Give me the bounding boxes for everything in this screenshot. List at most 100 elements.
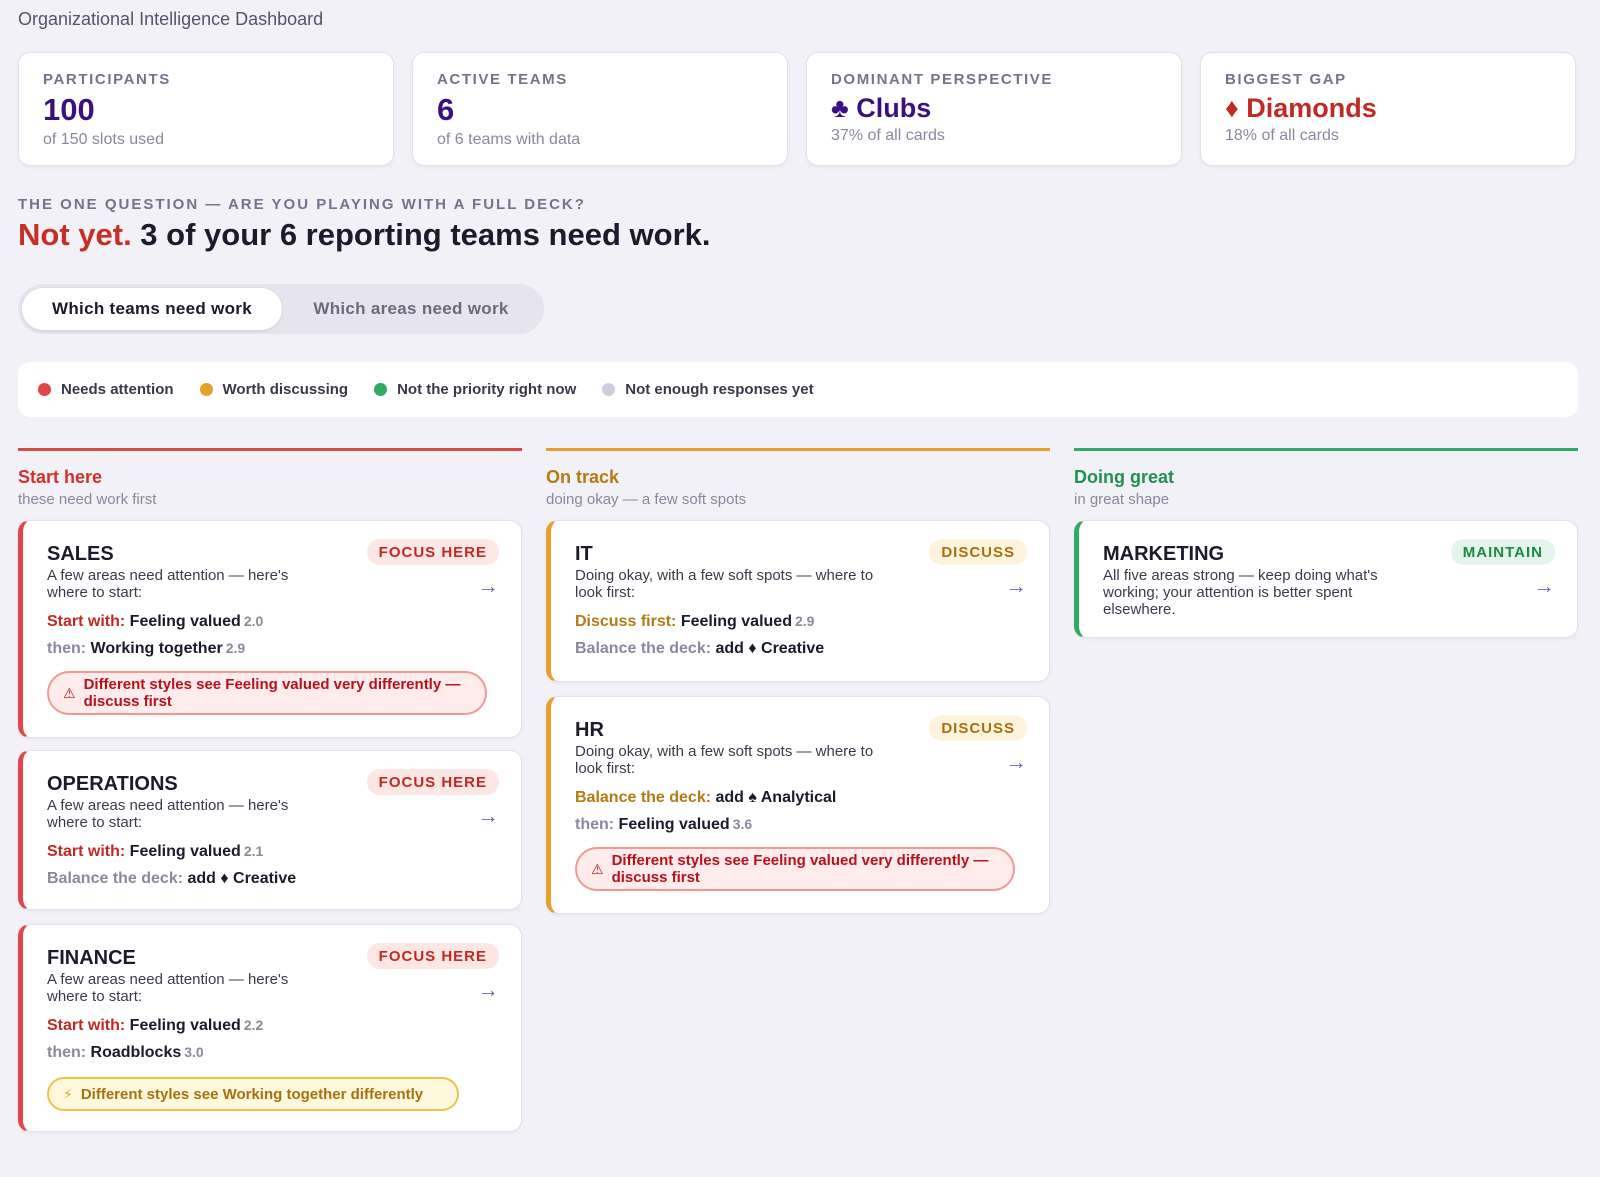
arrow-right-icon[interactable]: → xyxy=(1533,573,1555,598)
line-score: 3.0 xyxy=(184,1044,204,1060)
page-subtitle: Organizational Intelligence Dashboard xyxy=(18,9,324,29)
team-card-marketing[interactable]: MARKETING MAINTAIN → All five areas stro… xyxy=(1074,520,1578,638)
team-card-hr[interactable]: HR DISCUSS → Doing okay, with a few soft… xyxy=(546,696,1050,914)
team-card-it[interactable]: IT DISCUSS → Doing okay, with a few soft… xyxy=(546,520,1050,682)
line-score: 2.2 xyxy=(243,1017,264,1033)
stat-value: 6 xyxy=(437,92,455,127)
arrow-right-icon[interactable]: → xyxy=(1005,749,1027,774)
question-label: THE ONE QUESTION — ARE YOU PLAYING WITH … xyxy=(18,196,586,213)
lightning-icon: ⚡ xyxy=(63,1085,73,1102)
line-score: 2.0 xyxy=(243,613,264,629)
stat-label: PARTICIPANTS xyxy=(43,71,171,88)
line-key: Balance the deck: xyxy=(575,640,712,657)
team-card-operations[interactable]: OPERATIONS FOCUS HERE → A few areas need… xyxy=(18,750,522,910)
stat-value: 100 xyxy=(43,92,95,127)
line-key: Discuss first: xyxy=(575,613,677,630)
line-value: Feeling valued xyxy=(125,613,241,630)
legend-item: Not the priority right now xyxy=(374,381,576,398)
line-key: Start with: xyxy=(47,1017,126,1034)
line-key: Start with: xyxy=(47,613,126,630)
divergence-warning: ⚠ Different styles see Feeling valued ver… xyxy=(575,847,1015,891)
column-divider xyxy=(546,448,1050,451)
line-key: then: xyxy=(47,640,87,657)
focus-line-secondary: then: Roadblocks 3.0 xyxy=(47,1044,204,1062)
stats-row: PARTICIPANTS 100 of 150 slots used ACTIV… xyxy=(18,52,1578,166)
column-subtitle: these need work first xyxy=(18,491,157,508)
line-key: then: xyxy=(47,1044,87,1061)
dot-green-icon xyxy=(374,383,388,396)
stat-sub: 18% of all cards xyxy=(1225,127,1339,144)
column-doing-great: Doing great in great shape MARKETING MAI… xyxy=(1074,448,1578,638)
answer-no: Not yet. xyxy=(18,217,132,252)
focus-line-primary: Start with: Feeling valued 2.2 xyxy=(47,1017,263,1035)
column-title: On track xyxy=(546,467,620,487)
team-card-sales[interactable]: SALES FOCUS HERE → A few areas need atte… xyxy=(18,520,522,738)
divergence-warning: ⚠ Different styles see Feeling valued ver… xyxy=(47,671,487,715)
line-key: Balance the deck: xyxy=(47,870,184,887)
team-name: SALES xyxy=(47,543,114,565)
status-badge: MAINTAIN xyxy=(1450,539,1555,565)
stat-sub: of 6 teams with data xyxy=(437,131,581,148)
team-name: IT xyxy=(575,543,593,565)
warning-text: Different styles see Feeling valued very… xyxy=(611,852,989,886)
stat-label: DOMINANT PERSPECTIVE xyxy=(831,71,1054,88)
column-subtitle: doing okay — a few soft spots xyxy=(546,491,747,508)
line-value: add ♦ Creative xyxy=(711,640,825,657)
line-value: add ♦ Creative xyxy=(183,870,297,887)
line-key: Balance the deck: xyxy=(575,789,712,806)
line-value: Feeling valued xyxy=(614,816,730,833)
question-headline: Not yet. 3 of your 6 reporting teams nee… xyxy=(18,217,711,253)
arrow-right-icon[interactable]: → xyxy=(477,803,499,828)
focus-line-secondary: then: Working together 2.9 xyxy=(47,640,245,658)
focus-line-primary: Start with: Feeling valued 2.1 xyxy=(47,843,263,861)
stat-label: BIGGEST GAP xyxy=(1225,71,1347,88)
team-description: Doing okay, with a few soft spots — wher… xyxy=(575,567,874,601)
team-name: HR xyxy=(575,719,604,741)
status-badge: FOCUS HERE xyxy=(366,769,499,795)
focus-line-secondary: then: Feeling valued 3.6 xyxy=(575,816,752,834)
status-badge: FOCUS HERE xyxy=(366,539,499,565)
warning-text: Different styles see Feeling valued very… xyxy=(83,676,461,710)
warning-icon: ⚠ xyxy=(591,860,604,877)
line-score: 3.6 xyxy=(732,816,753,832)
team-card-finance[interactable]: FINANCE FOCUS HERE → A few areas need at… xyxy=(18,924,522,1132)
stat-card-biggest-gap: BIGGEST GAP ♦ Diamonds 18% of all cards xyxy=(1200,52,1576,166)
column-subtitle: in great shape xyxy=(1074,491,1170,508)
line-value: Roadblocks xyxy=(86,1044,182,1061)
line-key: then: xyxy=(575,816,615,833)
legend-label: Worth discussing xyxy=(222,381,349,398)
column-divider xyxy=(18,448,522,451)
column-on-track: On track doing okay — a few soft spots I… xyxy=(546,448,1050,914)
line-value: Feeling valued xyxy=(676,613,792,630)
column-title: Start here xyxy=(18,467,103,487)
arrow-right-icon[interactable]: → xyxy=(477,573,499,598)
line-score: 2.9 xyxy=(794,613,815,629)
line-value: Feeling valued xyxy=(125,1017,241,1034)
legend-label: Not enough responses yet xyxy=(625,381,814,398)
arrow-right-icon[interactable]: → xyxy=(477,977,499,1002)
line-score: 2.1 xyxy=(243,843,264,859)
stat-card-participants: PARTICIPANTS 100 of 150 slots used xyxy=(18,52,394,166)
team-name: OPERATIONS xyxy=(47,773,178,795)
status-badge: DISCUSS xyxy=(929,539,1027,565)
status-badge: FOCUS HERE xyxy=(366,943,499,969)
tab-areas[interactable]: Which areas need work xyxy=(282,288,540,330)
note-text: Different styles see Working together di… xyxy=(80,1085,424,1103)
stat-card-active-teams: ACTIVE TEAMS 6 of 6 teams with data xyxy=(412,52,788,166)
column-divider xyxy=(1074,448,1578,451)
arrow-right-icon[interactable]: → xyxy=(1005,573,1027,598)
stat-sub: of 150 slots used xyxy=(43,131,164,148)
dot-gray-icon xyxy=(602,383,616,396)
dot-red-icon xyxy=(38,383,51,396)
stat-value: ♦ Diamonds xyxy=(1225,93,1377,123)
line-value: Feeling valued xyxy=(125,843,241,860)
view-toggle: Which teams need work Which areas need w… xyxy=(18,284,544,334)
column-title: Doing great xyxy=(1074,467,1175,487)
team-description: A few areas need attention — here's wher… xyxy=(47,797,289,831)
answer-rest: 3 of your 6 reporting teams need work. xyxy=(131,217,711,252)
team-description: A few areas need attention — here's wher… xyxy=(47,971,289,1005)
warning-icon: ⚠ xyxy=(63,684,76,701)
focus-line-primary: Start with: Feeling valued 2.0 xyxy=(47,613,263,631)
tab-teams[interactable]: Which teams need work xyxy=(22,288,282,330)
line-score: 2.9 xyxy=(225,640,246,656)
